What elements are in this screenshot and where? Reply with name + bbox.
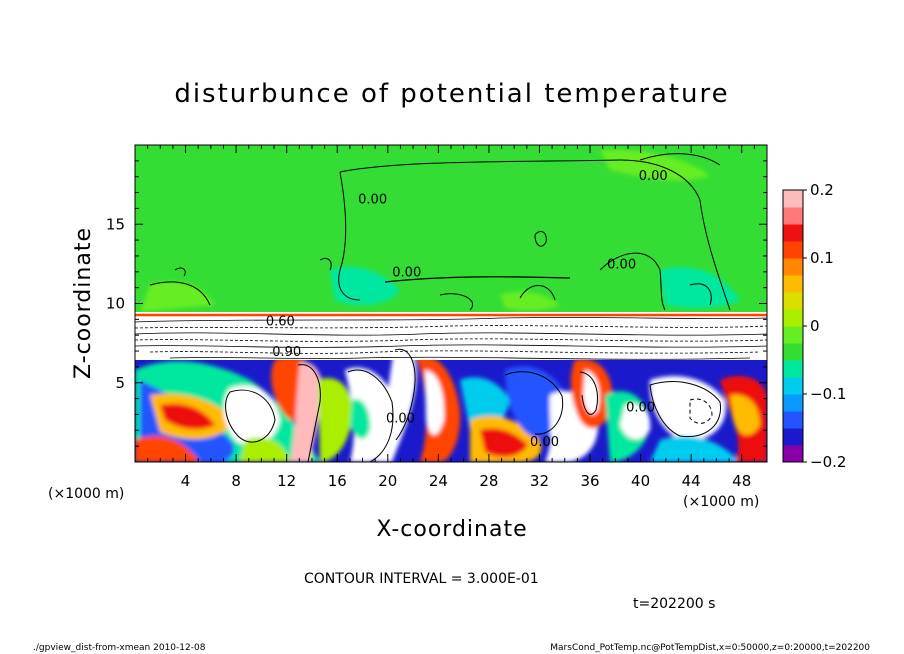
colorbar-swatch xyxy=(783,428,803,446)
x-tick-label: 20 xyxy=(378,472,397,490)
contour-interval: CONTOUR INTERVAL = 3.000E-01 xyxy=(304,571,539,587)
colorbar-swatch xyxy=(783,190,803,208)
x-tick-label: 16 xyxy=(328,472,347,490)
colorbar-swatch xyxy=(783,309,803,327)
x-tick-label: 36 xyxy=(580,472,599,490)
contour-label: 0.00 xyxy=(386,411,415,426)
colorbar-swatch xyxy=(783,326,803,344)
colorbar-swatch xyxy=(783,292,803,310)
colorbar-swatch xyxy=(783,275,803,293)
colorbar-ticks: 0.2 0.1 0 −0.1 −0.2 xyxy=(803,181,846,471)
x-tick-marks xyxy=(147,145,755,462)
colorbar-tick-label: −0.1 xyxy=(810,385,846,403)
y-tick-label: 10 xyxy=(106,295,125,313)
y-axis-label: Z-coordinate xyxy=(71,227,96,379)
x-tick-label: 8 xyxy=(231,472,241,490)
colorbar-tick-label: 0.2 xyxy=(810,181,834,199)
contour-label: 0.90 xyxy=(272,345,301,360)
x-unit-right: (×1000 m) xyxy=(683,494,759,510)
colorbar-swatch xyxy=(783,241,803,259)
x-tick-label: 32 xyxy=(530,472,549,490)
colorbar-swatch xyxy=(783,377,803,395)
colorbar-swatch xyxy=(783,258,803,276)
lower-contours xyxy=(225,348,722,462)
x-tick-label: 48 xyxy=(732,472,751,490)
colorbar-tick-label: 0.1 xyxy=(810,249,834,267)
contour-label: 0.60 xyxy=(266,315,295,330)
x-tick-label: 40 xyxy=(631,472,650,490)
y-tick-marks xyxy=(135,160,767,447)
plot-area: 0.00 0.00 0.00 0.00 0.60 0.90 0.00 0.00 0.00 xyxy=(135,145,767,462)
chart-title: disturbunce of potential temperature xyxy=(174,79,729,109)
contour-label: 0.00 xyxy=(639,169,668,184)
footer-left: ./gpview_dist-from-xmean 2010-12-08 xyxy=(33,643,206,653)
contour-label: 0.00 xyxy=(607,258,636,273)
colorbar-swatch xyxy=(783,224,803,242)
colorbar-tick-label: −0.2 xyxy=(810,453,846,471)
footer-right: MarsCond_PotTemp.nc@PotTempDist,x=0:5000… xyxy=(550,643,870,653)
y-tick-labels: 5 10 15 xyxy=(106,215,125,392)
colorbar-swatch xyxy=(783,360,803,378)
colorbar-swatch xyxy=(783,411,803,429)
x-tick-label: 44 xyxy=(682,472,701,490)
x-tick-label: 28 xyxy=(479,472,498,490)
contour-label: 0.00 xyxy=(358,193,387,208)
x-tick-labels: 4 8 12 16 20 24 28 32 36 40 44 48 xyxy=(181,472,751,490)
time-stamp: t=202200 s xyxy=(633,596,715,612)
x-axis-label: X-coordinate xyxy=(376,517,527,542)
contour-label: 0.00 xyxy=(392,266,421,281)
contour-label: 0.00 xyxy=(626,400,655,415)
y-tick-label: 5 xyxy=(115,374,125,392)
y-tick-label: 15 xyxy=(106,215,125,233)
x-unit-left: (×1000 m) xyxy=(48,486,124,502)
colorbar-swatch xyxy=(783,207,803,225)
colorbar-tick-label: 0 xyxy=(810,317,820,335)
x-tick-label: 12 xyxy=(277,472,296,490)
upper-detail xyxy=(140,149,740,312)
upper-contours xyxy=(149,153,731,311)
contour-labels: 0.00 0.00 0.00 0.00 0.60 0.90 0.00 0.00 0.00 xyxy=(266,169,668,450)
colorbar-swatch xyxy=(783,343,803,361)
colorbar xyxy=(783,190,803,463)
boundary-contours xyxy=(135,317,767,360)
colorbar-swatch xyxy=(783,394,803,412)
x-tick-label: 24 xyxy=(429,472,448,490)
contour-label: 0.00 xyxy=(530,435,559,450)
colorbar-swatch xyxy=(783,445,803,463)
x-tick-label: 4 xyxy=(181,472,191,490)
